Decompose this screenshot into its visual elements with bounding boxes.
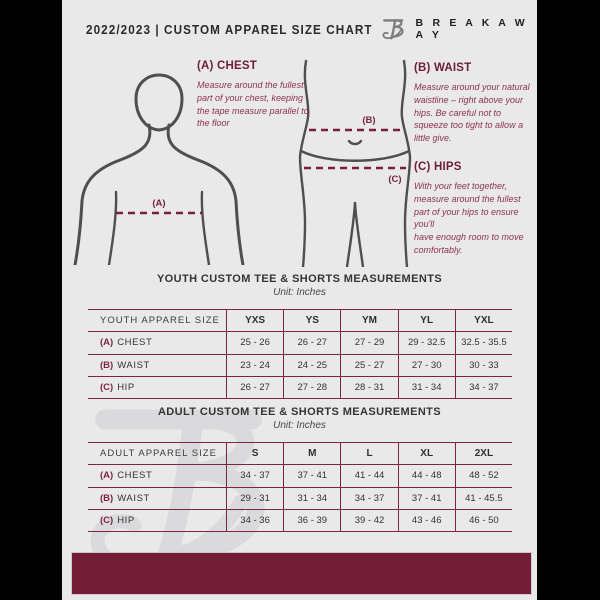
range-value-cell: 36 - 39 [283,509,340,532]
hips-heading: (C) HIPS [414,161,462,173]
range-value-cell: 24 - 25 [283,354,340,376]
youth-table-unit: Unit: Inches [273,287,326,298]
measure-name: CHEST [117,337,153,349]
size-table-row: (C) HIP 34 - 36 36 - 39 39 - 42 43 - 46 46 - 5… [88,508,512,533]
range-value-cell: 23 - 24 [226,354,283,376]
size-header-cell: YL [397,310,455,332]
hips-instruction: (C) HIPS With your feet together, measur… [414,161,534,257]
size-chart-page: 2022/2023 | CUSTOM APPAREL SIZE CHART B … [62,0,537,600]
size-header-cell: YXS [226,310,283,332]
adult-table-title: ADULT CUSTOM TEE & SHORTS MEASUREMENTS [157,406,442,418]
chest-heading: (A) CHEST [197,60,257,72]
measurement-label-cell: (A) CHEST [88,332,226,353]
adult-size-table: ADULT APPAREL SIZE S M L XL 2XL (A) CHEST 34 - 3… [88,442,512,533]
range-value-cell: 46 - 50 [454,509,512,532]
size-header-cell: YXL [454,310,512,332]
size-header-cell: 2XL [454,443,512,465]
range-value-cell: 34 - 37 [454,376,512,399]
range-value-cell: 39 - 42 [340,509,397,532]
range-value-cell: 30 - 33 [454,354,512,376]
size-column-title: YOUTH APPAREL SIZE [100,315,220,327]
range-value-cell: 34 - 37 [226,465,283,487]
measure-name: CHEST [117,470,153,482]
range-value-cell: 37 - 41 [397,487,455,509]
range-value-cell: 26 - 27 [283,332,340,354]
chest-measure-label: (A) [152,198,165,209]
chest-note: Measure around the fullest part of your … [197,80,309,129]
range-value-cell: 27 - 28 [283,376,340,399]
waist-heading: (B) WAIST [414,62,472,74]
measure-name: WAIST [117,492,150,504]
range-value-cell: 34 - 37 [340,487,397,509]
measure-letter: (A) [100,337,114,349]
size-table-header-row: ADULT APPAREL SIZE S M L XL 2XL [88,442,512,465]
youth-table-title: YOUTH CUSTOM TEE & SHORTS MEASUREMENTS [156,273,443,285]
size-table-header-row: YOUTH APPAREL SIZE YXS YS YM YL YXL [88,309,512,332]
size-header-cell: L [340,443,397,465]
breakaway-logo-icon [382,19,404,40]
measurement-label-cell: (A) CHEST [88,465,226,486]
measure-letter: (A) [100,470,114,482]
size-column-title: ADULT APPAREL SIZE [100,448,217,460]
size-header-cell: YM [340,310,397,332]
size-header-cell: XL [397,443,455,465]
range-value-cell: 44 - 48 [397,465,455,487]
page-title: 2022/2023 | CUSTOM APPAREL SIZE CHART [86,22,373,37]
measure-letter: (B) [100,492,114,504]
size-table-row: (A) CHEST 34 - 37 37 - 41 41 - 44 44 - 48 48 -… [88,464,512,487]
adult-table-unit: Unit: Inches [273,420,326,431]
measurement-label-cell: (C) HIP [88,377,226,398]
waist-note: Measure around your natural waistline – … [414,82,530,144]
range-value-cell: 32.5 - 35.5 [454,332,512,354]
range-value-cell: 41 - 44 [340,465,397,487]
size-table-row: (B) WAIST 29 - 31 31 - 34 34 - 37 37 - 41 41 -… [88,486,512,509]
measure-name: HIP [117,515,135,527]
range-value-cell: 31 - 34 [283,487,340,509]
hips-note: With your feet together, measure around … [414,181,524,255]
measure-name: WAIST [117,359,150,371]
range-value-cell: 43 - 46 [397,509,455,532]
measure-name: HIP [117,382,135,394]
hips-measure-label: (C) [388,174,401,185]
range-value-cell: 27 - 29 [340,332,397,354]
range-value-cell: 48 - 52 [454,465,512,487]
lower-body-figure: (B) (C) [298,59,412,267]
range-value-cell: 37 - 41 [283,465,340,487]
measurement-label-cell: (C) HIP [88,510,226,531]
size-table-row: (B) WAIST 23 - 24 24 - 25 25 - 27 27 - 30 30 -… [88,353,512,376]
range-value-cell: 29 - 31 [226,487,283,509]
range-value-cell: 34 - 36 [226,509,283,532]
brand-lockup: B R E A K A W A Y [380,14,537,44]
torso-figure: (A) [73,73,245,265]
range-value-cell: 31 - 34 [397,376,455,399]
measure-letter: (C) [100,515,114,527]
measure-letter: (C) [100,382,114,394]
youth-size-table: YOUTH APPAREL SIZE YXS YS YM YL YXL (A) CHEST 25… [88,309,512,400]
measure-letter: (B) [100,359,114,371]
range-value-cell: 25 - 26 [226,332,283,354]
measurement-label-cell: (B) WAIST [88,355,226,376]
brand-name: B R E A K A W A Y [415,17,528,41]
size-table-row: (C) HIP 26 - 27 27 - 28 28 - 31 31 - 34 34 - 3… [88,375,512,400]
measurement-label-cell: (B) WAIST [88,488,226,509]
range-value-cell: 27 - 30 [397,354,455,376]
size-table-row: (A) CHEST 25 - 26 26 - 27 27 - 29 29 - 32.5 32… [88,331,512,354]
range-value-cell: 25 - 27 [340,354,397,376]
range-value-cell: 29 - 32.5 [397,332,455,354]
size-header-cell: YS [283,310,340,332]
waist-instruction: (B) WAIST Measure around your natural wa… [414,62,534,145]
size-header-cell: M [283,443,340,465]
waist-measure-label: (B) [362,115,375,126]
range-value-cell: 28 - 31 [340,376,397,399]
size-header-cell: S [226,443,283,465]
range-value-cell: 26 - 27 [226,376,283,399]
range-value-cell: 41 - 45.5 [454,487,512,509]
footer-accent-bar [72,553,531,594]
chest-instruction: (A) CHEST Measure around the fullest par… [197,60,309,130]
